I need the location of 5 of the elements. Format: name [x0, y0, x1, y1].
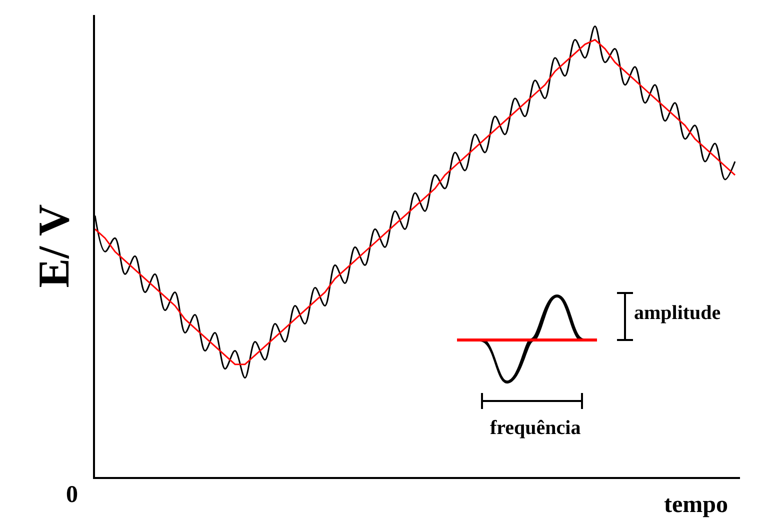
text: 0 — [66, 482, 78, 508]
x-axis-title: tempo — [664, 492, 728, 518]
annotation: amplitude — [634, 302, 721, 324]
annotation: frequência — [490, 417, 581, 439]
y-axis-title: E/ V — [30, 204, 79, 288]
